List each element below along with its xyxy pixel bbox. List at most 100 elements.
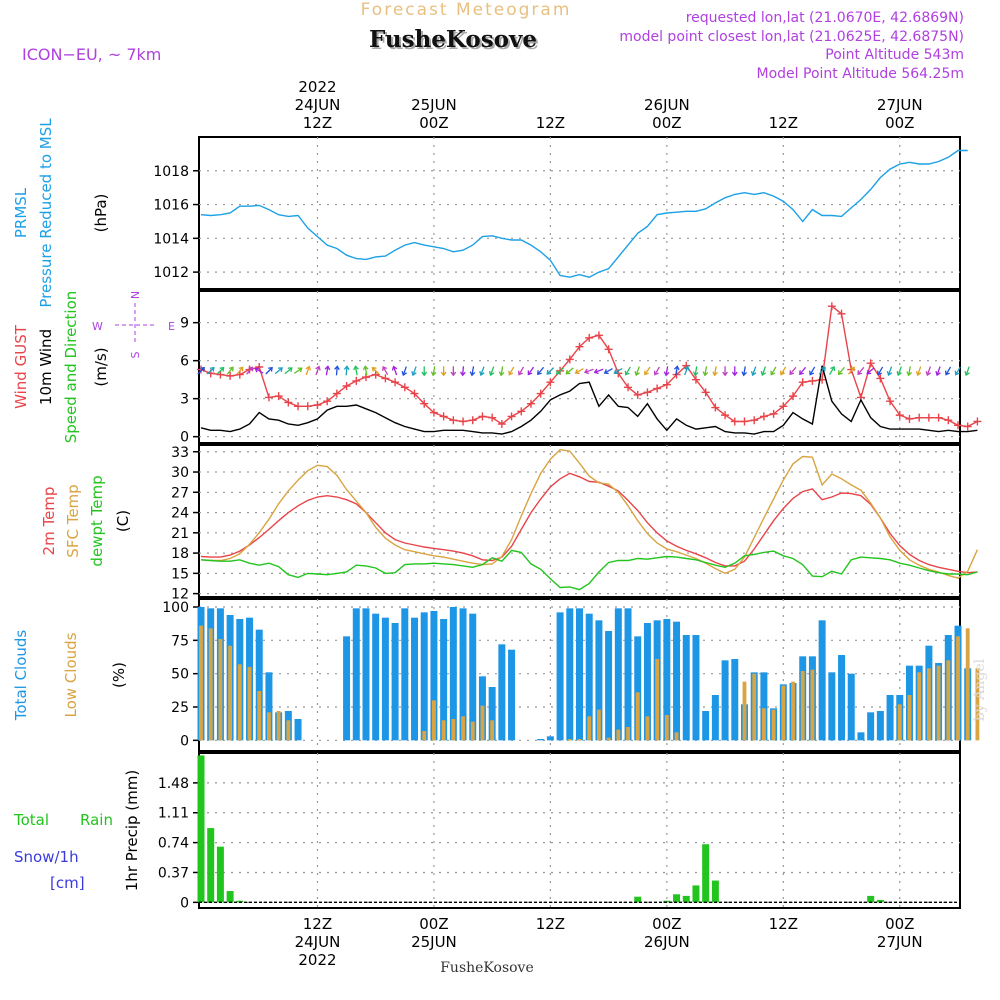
- wind-label-1: 10m Wind: [37, 329, 55, 405]
- wind-arrow: [334, 365, 340, 376]
- bottom-time-label: 12Z: [769, 915, 798, 933]
- gust-point: [691, 375, 700, 384]
- speed-and-direction-series: [197, 365, 970, 377]
- gust-point: [468, 416, 477, 425]
- gust-point: [924, 413, 933, 422]
- pressure-label-0: PRMSL: [12, 187, 30, 238]
- gust-point: [750, 416, 759, 425]
- bar: [867, 712, 875, 741]
- wind-arrow: [741, 366, 748, 377]
- bar: [218, 639, 223, 741]
- y-tick-label: 3: [180, 392, 189, 408]
- bar: [742, 681, 747, 741]
- bar: [566, 608, 574, 741]
- bar: [682, 635, 690, 741]
- series-line: [200, 472, 978, 574]
- info-requested: requested lon,lat (21.0670E, 42.6869N): [686, 10, 964, 26]
- bar: [664, 715, 669, 741]
- wind-arrow: [613, 367, 623, 375]
- compass-e: E: [168, 320, 175, 333]
- bar: [645, 716, 650, 741]
- gust-point: [429, 408, 438, 417]
- gust-point: [866, 359, 875, 368]
- series-line: [200, 448, 979, 579]
- bar: [422, 731, 427, 741]
- wind-arrow: [866, 367, 875, 375]
- wind-arrow: [829, 365, 836, 376]
- series-line: [200, 149, 968, 278]
- top-time-label: 12Z: [303, 114, 332, 132]
- gust-point: [643, 388, 652, 397]
- bar: [362, 608, 370, 741]
- bar: [420, 612, 428, 741]
- clouds-unit: (%): [110, 662, 128, 688]
- wind-arrow: [343, 365, 350, 376]
- bar: [567, 739, 572, 741]
- bar: [673, 894, 681, 903]
- gust-point: [371, 370, 380, 379]
- y-tick-label: 1016: [153, 198, 189, 214]
- bar: [876, 899, 884, 903]
- bar: [828, 672, 836, 741]
- bottom-time-label: 26JUN: [644, 933, 690, 951]
- gust-point: [226, 371, 235, 380]
- top-time-label: 12Z: [536, 114, 565, 132]
- precip-frame: [198, 752, 961, 909]
- gust-point: [789, 392, 798, 401]
- wind-arrow: [353, 365, 359, 376]
- bar: [702, 711, 710, 741]
- bar: [430, 611, 438, 741]
- y-tick-label: 1.11: [158, 806, 189, 822]
- wind-arrow: [964, 366, 970, 377]
- y-tick-label: 9: [180, 316, 189, 332]
- precip-panel: 0 0.37 0.74 1.11 1.48 Total Rain Snow/1h [cm] 1hr…: [13, 752, 961, 911]
- top-time-label: 00Z: [652, 114, 681, 132]
- wind-arrow: [265, 366, 273, 375]
- info-point-altitude: Point Altitude 543m: [825, 47, 964, 63]
- bar: [663, 619, 671, 741]
- gust-point: [235, 370, 244, 379]
- gust-point: [536, 389, 545, 398]
- gust-point: [905, 414, 914, 423]
- top-time-label: 12Z: [769, 114, 798, 132]
- wind-arrow: [236, 366, 244, 375]
- bar: [731, 659, 739, 741]
- gust-point: [313, 401, 322, 409]
- gust-point: [352, 376, 361, 385]
- y-tick-label: 1.48: [158, 776, 189, 792]
- bar: [818, 620, 826, 741]
- wind-arrow: [779, 366, 787, 376]
- bar: [624, 608, 632, 741]
- gust-point: [575, 342, 584, 351]
- precip-unit: 1hr Precip (mm): [123, 770, 141, 891]
- bar: [876, 711, 884, 741]
- bar: [199, 625, 203, 741]
- gust-point: [332, 389, 341, 398]
- wind-arrow: [915, 366, 922, 377]
- bar: [616, 729, 621, 741]
- gust-point: [216, 370, 225, 379]
- wind-arrow: [254, 367, 264, 374]
- gust-point: [934, 413, 943, 422]
- gust-point: [954, 421, 962, 430]
- bar: [838, 655, 846, 741]
- legend-snow: Snow/1h: [14, 848, 79, 866]
- bar: [432, 700, 436, 741]
- bar: [634, 896, 642, 903]
- bar: [490, 720, 495, 741]
- series-line: [200, 365, 978, 435]
- wind-arrow: [546, 367, 555, 375]
- bar: [488, 687, 496, 741]
- bar: [480, 705, 485, 741]
- bar: [596, 709, 601, 741]
- pressure-frame: [198, 136, 961, 290]
- gust-point: [740, 417, 749, 426]
- top-time-label: 00Z: [885, 114, 914, 132]
- gust-point: [255, 363, 264, 371]
- bar: [451, 719, 456, 741]
- bar: [761, 708, 766, 741]
- wind-arrow: [644, 366, 651, 376]
- gust-point: [662, 380, 671, 389]
- bottom-time-label: 00Z: [652, 915, 681, 933]
- top-time-label: 25JUN: [411, 96, 457, 114]
